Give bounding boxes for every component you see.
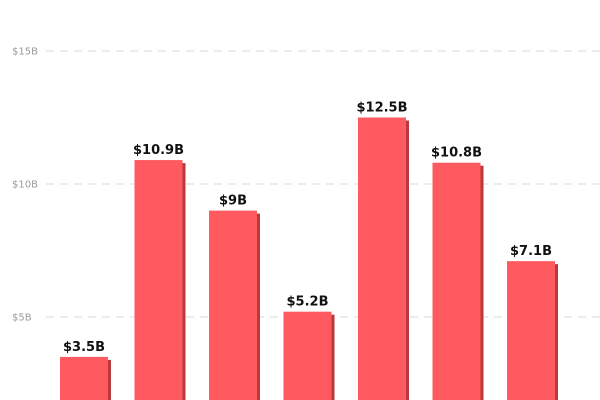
bar-value-label: $3.5B [63, 340, 105, 355]
y-axis-ticks: $5B $10B $15B [12, 47, 38, 324]
bar-value-label: $10.9B [133, 143, 184, 158]
value-labels: $3.5B $10.9B $9B $5.2B $12.5B $10.8B $7.1B [63, 101, 552, 355]
bar [60, 356, 108, 400]
bar-value-label: $9B [219, 194, 247, 209]
bar [283, 311, 332, 400]
bar-value-label: $7.1B [510, 244, 552, 259]
bar-value-label: $5.2B [287, 295, 329, 310]
bar-value-label: $12.5B [356, 101, 407, 116]
bar [134, 160, 183, 400]
y-tick-label: $15B [12, 47, 38, 58]
bar-value-label: $10.8B [431, 146, 482, 161]
bar [432, 162, 481, 400]
bars [60, 117, 558, 400]
bar [209, 210, 257, 400]
y-tick-label: $10B [12, 180, 38, 191]
bar [507, 261, 555, 400]
y-tick-label: $5B [12, 313, 32, 324]
bar [358, 117, 406, 400]
